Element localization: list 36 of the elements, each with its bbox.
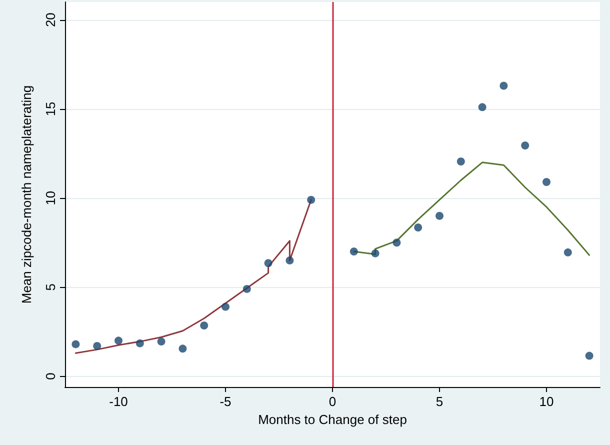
point <box>436 212 444 220</box>
point <box>222 302 230 311</box>
y-tick-label: 15 <box>43 102 58 116</box>
y-tick-label: 0 <box>43 372 58 380</box>
point <box>114 336 122 345</box>
point <box>500 82 508 90</box>
y-axis-title: Mean zipcode-month nameplaterating <box>19 85 34 304</box>
y-tick-label: 5 <box>43 284 58 291</box>
point <box>542 178 550 186</box>
point <box>307 196 316 204</box>
point <box>93 342 102 350</box>
x-tick-label: 10 <box>539 394 554 409</box>
point <box>585 352 594 360</box>
x-tick-label: -10 <box>109 394 128 409</box>
point <box>286 256 294 264</box>
point <box>521 141 530 150</box>
point <box>478 103 486 112</box>
point <box>136 339 144 348</box>
point <box>392 238 401 247</box>
x-tick-label: -5 <box>220 394 232 409</box>
point <box>564 248 572 256</box>
x-tick-label: 0 <box>328 394 336 409</box>
point <box>178 344 187 353</box>
y-tick-label: 20 <box>43 12 58 28</box>
point <box>72 340 80 348</box>
point <box>200 322 208 330</box>
point <box>242 284 251 293</box>
point <box>350 248 358 256</box>
point <box>414 223 422 232</box>
point <box>456 158 465 166</box>
point <box>264 259 272 268</box>
point <box>157 338 166 346</box>
y-tick-label: 10 <box>43 190 58 206</box>
point <box>371 249 380 258</box>
x-tick-label: 5 <box>436 394 444 409</box>
x-axis-title: Months to Change of step <box>258 412 407 427</box>
